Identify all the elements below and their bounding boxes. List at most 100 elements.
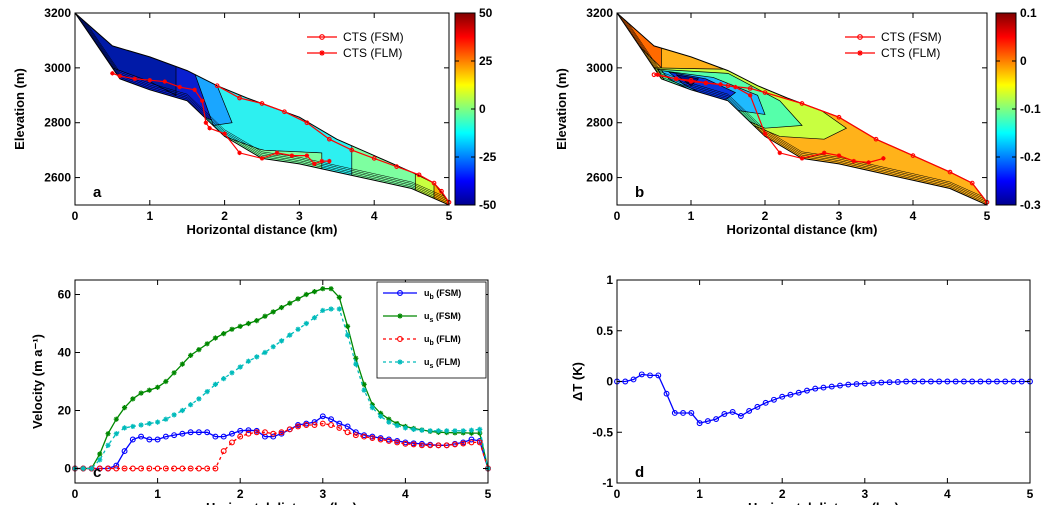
colorbar-tick-label: 0 [1020,54,1027,68]
y-tick-label: 2600 [44,171,71,185]
data-point [319,413,326,420]
contour-line [617,13,987,201]
legend-label-sub: b [430,294,434,301]
legend-label: CTS (FSM) [881,30,942,44]
data-point [262,349,268,356]
cts-flm-point [319,158,325,164]
legend-marker [397,313,403,319]
x-tick-label: 1 [688,209,695,223]
data-point [245,358,252,364]
data-point [361,381,367,387]
contour-fill [75,13,449,205]
data-point [680,410,687,416]
cts-flm-point [762,131,768,136]
y-tick-label: 40 [58,346,72,360]
data-point [163,378,169,385]
data-point [113,416,119,422]
data-point [630,376,637,383]
x-tick-label: 2 [237,487,244,501]
panel-label: b [635,184,644,201]
contour-region [75,13,449,205]
series-0 [614,371,1033,427]
x-tick-label: 0 [72,487,79,501]
x-tick-label: 1 [696,487,703,501]
x-tick-label: 5 [446,209,453,223]
cts-flm-point [655,72,660,77]
legend-marker [857,50,863,56]
y-tick-label: -1 [602,476,613,490]
data-point [427,442,434,449]
data-point [155,419,161,425]
data-point [1002,378,1009,385]
data-point [1010,378,1017,385]
cts-flm-point [688,79,694,84]
legend-label: CTS (FSM) [343,30,404,44]
data-point [378,410,384,416]
data-point [328,306,334,312]
data-point [770,396,777,403]
y-tick-label: 60 [58,288,72,302]
data-point [212,465,219,472]
cts-flm-point [304,153,310,158]
data-point [361,433,368,440]
cts-fsm-point [947,169,953,175]
colorbar-tick-label: 0 [479,102,486,116]
legend: ub (FSM)us (FSM)ub (FLM)us (FLM) [376,281,487,379]
panel-label: a [93,184,102,201]
data-point [237,427,244,434]
data-point [228,430,235,437]
data-point [171,465,178,472]
data-point [911,378,918,385]
data-point [688,410,695,416]
data-point [146,465,153,472]
data-point [820,384,827,391]
data-point [204,465,211,472]
x-tick-label: 3 [296,209,303,223]
cts-fsm-point [259,101,265,106]
x-tick-label: 4 [402,487,409,501]
cts-flm-point [777,150,782,156]
data-point [130,396,136,402]
cts-flm-point [674,76,679,82]
data-point [229,370,235,376]
y-tick-label: 20 [58,404,72,418]
data-point [97,457,103,463]
data-point [204,429,211,436]
cts-flm-point [117,73,123,79]
panel-c-velocity: 0 1 2 3 4 5 0 20 40 60 Horizontal distance (km) Vel… [30,279,492,505]
data-point [220,448,227,455]
data-point [369,402,375,408]
data-point [696,420,703,427]
data-point [1018,378,1025,385]
data-point [328,416,335,423]
data-point [196,347,202,353]
data-point [812,385,819,392]
data-point [927,378,934,385]
data-point [245,430,252,437]
data-point [418,442,425,449]
data-point [410,441,417,448]
data-point [229,326,235,332]
legend-label: CTS (FLM) [881,46,940,60]
cts-flm-point [866,160,871,165]
data-point [311,289,318,295]
data-point [344,323,351,329]
data-point [270,309,276,315]
cts-fsm-point [799,101,805,106]
cts-flm-point [274,150,280,156]
data-point [452,441,458,448]
data-point [944,378,951,385]
y-tick-label: 0.5 [596,324,613,338]
data-point [762,399,769,406]
cts-fsm-point [416,172,422,178]
data-point [253,429,260,436]
legend-label: ub (FLM) [424,334,461,347]
data-point [171,432,178,439]
legend-label-main: u [424,311,430,321]
axes-frame [616,12,988,206]
x-tick-label: 1 [146,209,153,223]
y-tick-label: 0 [64,462,71,476]
data-point [188,352,194,358]
data-point [138,390,144,396]
data-point [647,372,653,379]
